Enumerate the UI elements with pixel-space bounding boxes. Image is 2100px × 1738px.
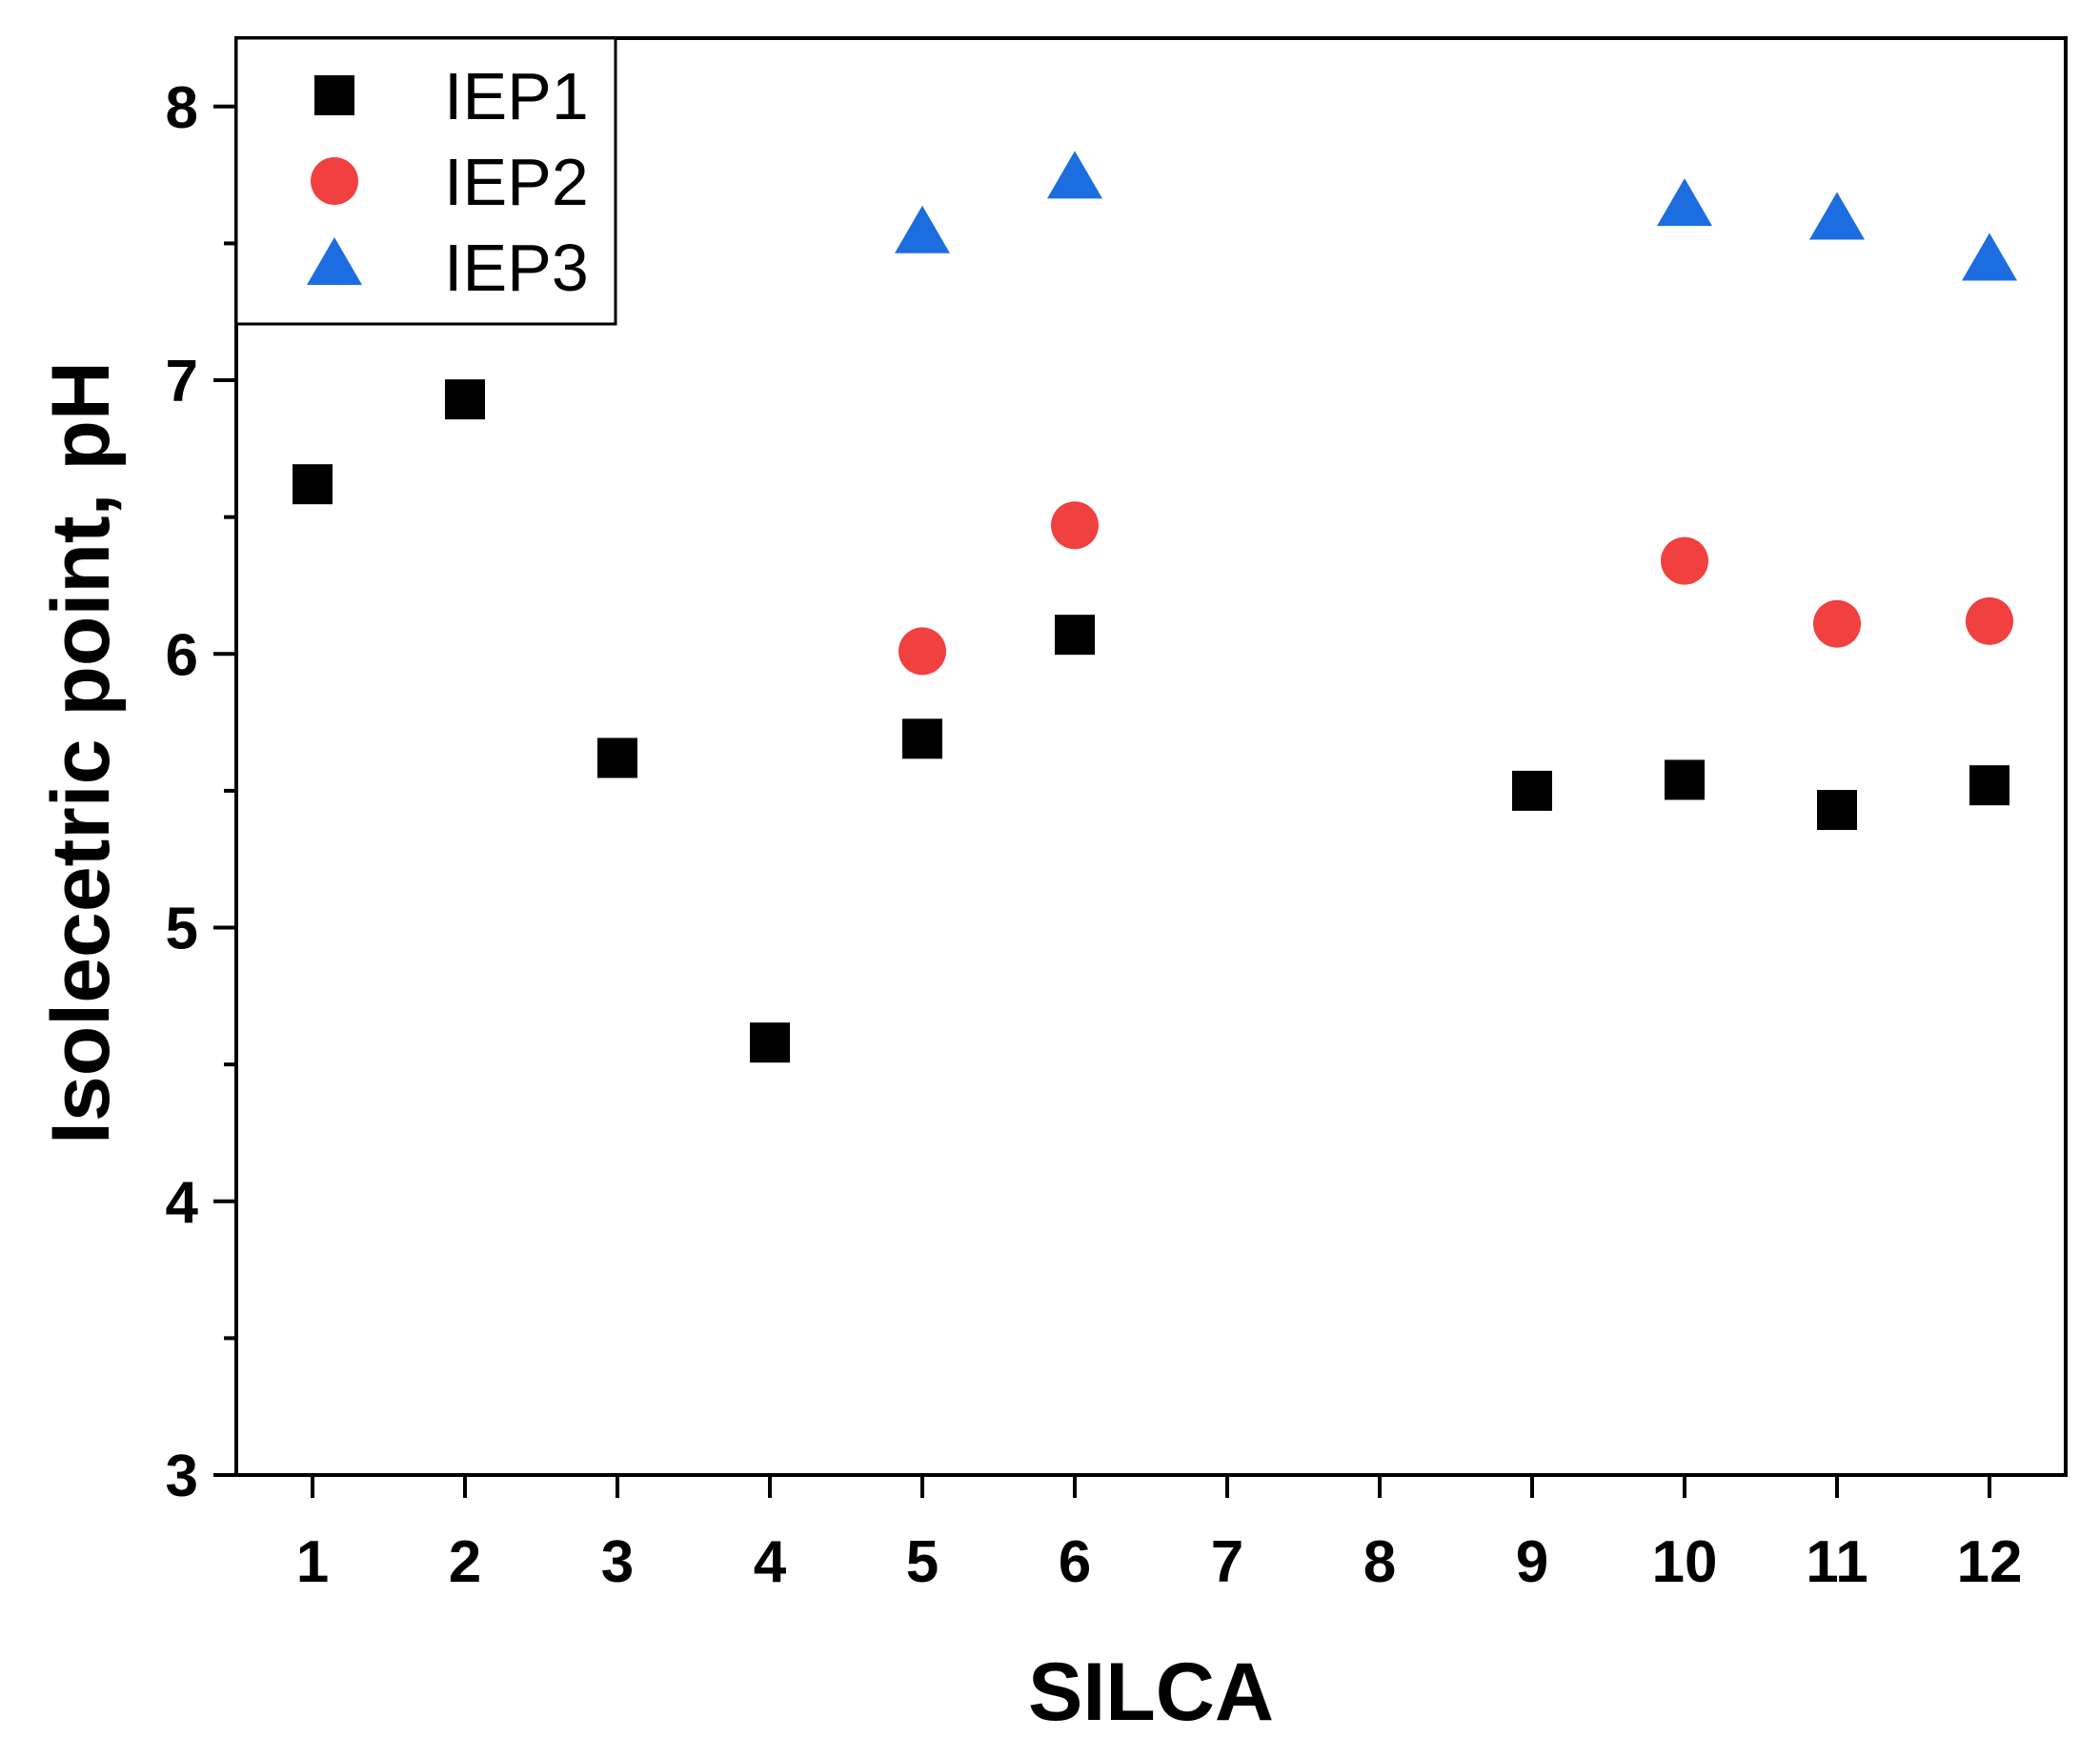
x-tick-label-10: 10	[1652, 1529, 1718, 1595]
legend-marker-iep3	[307, 237, 362, 285]
point-iep2-12	[1966, 596, 2013, 645]
point-iep1-6	[1055, 615, 1095, 656]
x-axis-title: SILCA	[1028, 1647, 1274, 1738]
y-axis-title: Isolecetric point, pH	[35, 361, 127, 1144]
x-tick-label-8: 8	[1363, 1529, 1396, 1595]
legend: IEP1 IEP2 IEP3	[234, 36, 617, 326]
legend-label-iep2: IEP2	[444, 145, 589, 219]
point-iep1-11	[1817, 790, 1857, 831]
point-iep3-5	[895, 205, 950, 253]
point-iep1-3	[597, 738, 637, 778]
legend-box	[234, 36, 617, 326]
x-tick-label-5: 5	[906, 1529, 939, 1595]
point-iep2-11	[1813, 599, 1861, 648]
point-iep2-6	[1051, 501, 1099, 550]
y-tick-label-3: 3	[166, 1444, 198, 1509]
point-iep3-10	[1657, 178, 1712, 227]
x-tick-label-4: 4	[754, 1529, 787, 1595]
point-iep1-10	[1665, 759, 1705, 800]
point-iep2-5	[899, 627, 946, 676]
plot-frame	[234, 36, 2068, 1477]
x-tick-label-2: 2	[449, 1529, 481, 1595]
x-tick-label-7: 7	[1211, 1529, 1243, 1595]
x-tick-label-12: 12	[1957, 1529, 2023, 1595]
legend-label-iep1: IEP1	[444, 59, 589, 133]
y-tick-label-8: 8	[166, 75, 198, 141]
x-tick-label-3: 3	[601, 1529, 634, 1595]
point-iep1-1	[293, 464, 333, 505]
point-iep1-5	[902, 718, 942, 759]
plot-area	[293, 151, 2017, 1063]
y-tick-label-7: 7	[166, 349, 198, 414]
x-tick-label-9: 9	[1516, 1529, 1548, 1595]
point-iep3-12	[1962, 232, 2017, 281]
series-iep3	[895, 151, 2017, 281]
series-iep1	[293, 379, 2009, 1063]
point-iep1-2	[445, 379, 485, 420]
x-tick-label-11: 11	[1806, 1529, 1868, 1595]
legend-label-iep3: IEP3	[444, 231, 589, 305]
legend-marker-iep2	[311, 157, 358, 205]
y-tick-label-6: 6	[166, 622, 198, 688]
x-tick-label-1: 1	[296, 1529, 329, 1595]
point-iep3-6	[1047, 151, 1102, 199]
point-iep2-10	[1661, 536, 1708, 585]
point-iep3-11	[1809, 192, 1865, 240]
point-iep1-9	[1512, 770, 1552, 811]
y-tick-label-4: 4	[166, 1170, 199, 1236]
y-tick-label-5: 5	[166, 897, 198, 962]
x-tick-label-6: 6	[1059, 1529, 1091, 1595]
point-iep1-12	[1969, 765, 2009, 806]
legend-marker-iep1	[314, 75, 354, 115]
series-iep2	[899, 501, 2013, 676]
point-iep1-4	[750, 1022, 790, 1063]
